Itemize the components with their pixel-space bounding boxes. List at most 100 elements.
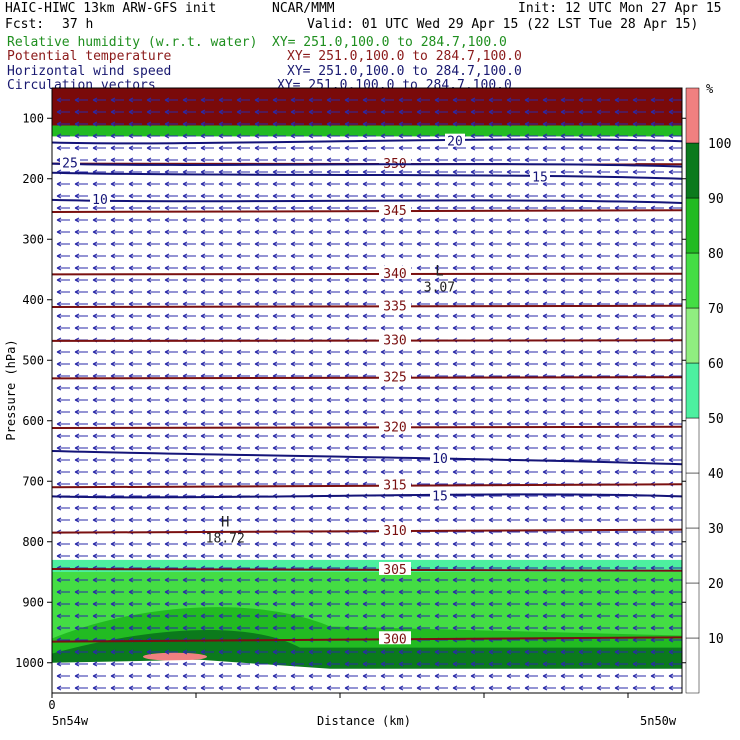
wind-vector — [236, 613, 250, 619]
wind-vector — [614, 577, 628, 583]
vector-head — [146, 289, 152, 295]
wind-vector — [632, 457, 646, 463]
wind-vector — [578, 589, 592, 595]
vector-head — [650, 469, 656, 475]
wind-vector — [56, 601, 70, 607]
wind-vector — [632, 409, 646, 415]
wind-vector — [272, 229, 286, 235]
wind-vector — [416, 409, 430, 415]
wind-vector — [164, 133, 178, 139]
vector-head — [650, 565, 656, 571]
vector-head — [614, 349, 620, 355]
wind-vector — [182, 601, 196, 607]
vector-head — [524, 325, 530, 331]
vector-head — [650, 253, 656, 259]
vector-head — [524, 517, 530, 523]
wind-vector — [524, 181, 538, 187]
wind-vector — [434, 361, 448, 367]
vector-head — [146, 157, 152, 163]
vector-head — [128, 577, 134, 583]
vector-head — [632, 649, 638, 655]
vector-head — [182, 457, 188, 463]
vector-head — [344, 553, 350, 559]
vector-head — [74, 385, 80, 391]
vector-head — [128, 265, 134, 271]
vector-head — [110, 601, 116, 607]
wind-vector — [254, 349, 268, 355]
wind-vector — [614, 397, 628, 403]
vector-head — [560, 265, 566, 271]
vector-head — [236, 541, 242, 547]
vector-head — [650, 625, 656, 631]
vector-head — [92, 457, 98, 463]
wind-vector — [488, 469, 502, 475]
wind-vector — [272, 301, 286, 307]
wind-vector — [524, 553, 538, 559]
wind-vector — [542, 121, 556, 127]
vector-head — [632, 109, 638, 115]
wind-vector — [362, 433, 376, 439]
wind-vector — [200, 649, 214, 655]
vector-head — [272, 193, 278, 199]
wind-vector — [182, 145, 196, 151]
vector-head — [452, 385, 458, 391]
wind-vector — [434, 349, 448, 355]
vector-head — [578, 169, 584, 175]
vector-head — [560, 625, 566, 631]
wind-vector — [272, 421, 286, 427]
wind-vector — [218, 625, 232, 631]
wind-vector — [236, 277, 250, 283]
wind-vector — [344, 433, 358, 439]
vector-head — [56, 421, 62, 427]
wind-vector — [398, 601, 412, 607]
wind-vector — [128, 505, 142, 511]
vector-head — [560, 193, 566, 199]
wind-vector — [650, 601, 664, 607]
vector-head — [218, 109, 224, 115]
wind-vector — [290, 661, 304, 667]
wind-vector — [74, 109, 88, 115]
wind-vector — [542, 589, 556, 595]
vector-head — [470, 385, 476, 391]
wind-vector — [560, 349, 574, 355]
wind-vector — [74, 241, 88, 247]
wind-vector — [164, 301, 178, 307]
wind-vector — [650, 289, 664, 295]
vector-head — [434, 229, 440, 235]
wind-vector — [560, 625, 574, 631]
vector-head — [416, 577, 422, 583]
vector-head — [632, 169, 638, 175]
wind-vector — [596, 601, 610, 607]
vector-head — [254, 601, 260, 607]
wind-vector — [416, 541, 430, 547]
vector-head — [308, 277, 314, 283]
vector-head — [218, 457, 224, 463]
vector-head — [146, 241, 152, 247]
wind-vector — [506, 433, 520, 439]
wind-vector — [560, 577, 574, 583]
wind-vector — [452, 361, 466, 367]
wind-vector — [128, 229, 142, 235]
wind-vector — [668, 577, 682, 583]
wind-vector — [326, 97, 340, 103]
vector-head — [650, 145, 656, 151]
wind-vector — [596, 361, 610, 367]
vector-head — [488, 421, 494, 427]
vector-head — [200, 157, 206, 163]
wind-vector — [290, 97, 304, 103]
wind-vector — [380, 325, 394, 331]
vector-head — [668, 601, 674, 607]
wind-vector — [326, 193, 340, 199]
wind-vector — [110, 253, 124, 259]
vector-head — [488, 229, 494, 235]
vector-head — [272, 241, 278, 247]
wind-vector — [182, 409, 196, 415]
vector-head — [614, 157, 620, 163]
wind-vector — [650, 433, 664, 439]
wind-vector — [650, 121, 664, 127]
vector-head — [290, 517, 296, 523]
wind-vector — [542, 325, 556, 331]
vector-head — [92, 253, 98, 259]
vector-head — [434, 157, 440, 163]
